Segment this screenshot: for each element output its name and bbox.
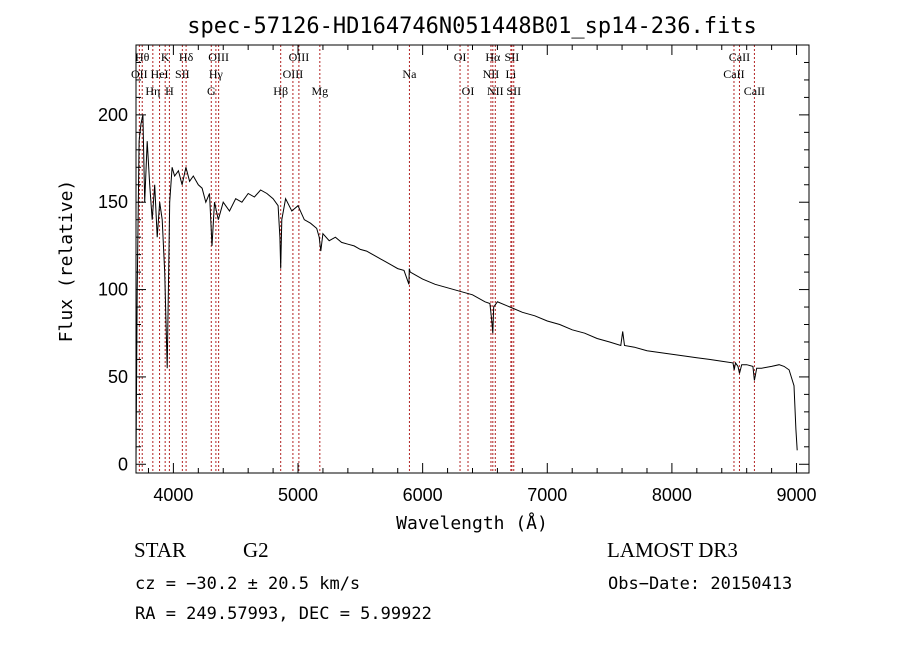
line-label-h-3968: H (165, 84, 174, 98)
x-tick-label-8000: 8000 (652, 485, 692, 505)
spectral-line-markers (138, 45, 755, 473)
y-tick-label-50: 50 (108, 367, 128, 387)
x-tick-label-4000: 4000 (153, 485, 193, 505)
y-axis: 0 50 100 150 200 (98, 61, 809, 474)
y-tick-label-200: 200 (98, 105, 128, 125)
plot-frame (135, 44, 810, 474)
line-label-caii-8662: CaII (744, 84, 765, 98)
line-label-sii-6731: SII (506, 84, 521, 98)
x-axis-label: Wavelength (Å) (396, 512, 548, 534)
line-label-h-6563: Hα (485, 50, 501, 64)
y-axis-label: Flux (relative) (56, 180, 77, 343)
x-axis: 4000 5000 6000 7000 8000 9000 (147, 45, 817, 505)
y-tick-label-0: 0 (118, 454, 128, 474)
line-label-oiii-4959: OIII (283, 67, 304, 81)
x-tick-label-5000: 5000 (278, 485, 318, 505)
line-label-h-3835: Hη (145, 84, 160, 98)
line-label-oi-6364: OI (462, 84, 475, 98)
line-label-caii-8498: CaII (723, 67, 744, 81)
line-label-g-4304: G (207, 84, 216, 98)
line-label-h-4861: Hβ (273, 84, 288, 98)
object-class: STAR (134, 538, 186, 562)
line-label-h-4341: Hγ (209, 67, 224, 81)
survey-name: LAMOST DR3 (607, 538, 738, 562)
line-label-na-5894: Na (402, 67, 417, 81)
x-tick-label-9000: 9000 (777, 485, 817, 505)
y-tick-label-150: 150 (98, 192, 128, 212)
spectral-subclass: G2 (243, 538, 269, 562)
line-label-oiii-5007: OIII (289, 50, 310, 64)
line-label-oi-6300: OI (454, 50, 467, 64)
line-label-h-3750: Hθ (135, 50, 150, 64)
line-label-caii-8542: CaII (729, 50, 750, 64)
line-label-sii-4072: SII (175, 67, 190, 81)
ra-dec-coordinates: RA = 249.57993, DEC = 5.99922 (135, 604, 432, 624)
line-label-nii-6548: NII (483, 67, 500, 81)
spectrum-series-line (135, 114, 798, 465)
line-label-oii-3727: OII (131, 67, 148, 81)
line-label-mg-5175: Mg (311, 84, 328, 98)
observation-date: Obs−Date: 20150413 (608, 574, 793, 594)
line-label-k-3934: K (161, 50, 170, 64)
y-tick-label-100: 100 (98, 280, 128, 300)
line-label-li-6708: Li (506, 67, 517, 81)
chart-title: spec-57126-HD164746N051448B01_sp14-236.f… (187, 14, 757, 39)
spectral-line-labels: OIIHθHηHeIKHSIIHδGHγOIIIHβOIIIOIIIMgNaOI… (131, 50, 765, 98)
x-tick-label-7000: 7000 (527, 485, 567, 505)
line-label-sii-6716: SII (505, 50, 520, 64)
line-label-oiii-4363: OIII (208, 50, 229, 64)
redshift-velocity: cz = −30.2 ± 20.5 km/s (135, 574, 361, 594)
line-label-h-4102: Hδ (179, 50, 194, 64)
x-tick-label-6000: 6000 (403, 485, 443, 505)
line-label-nii-6583: NII (487, 84, 504, 98)
line-label-hei-3889: HeI (151, 67, 169, 81)
